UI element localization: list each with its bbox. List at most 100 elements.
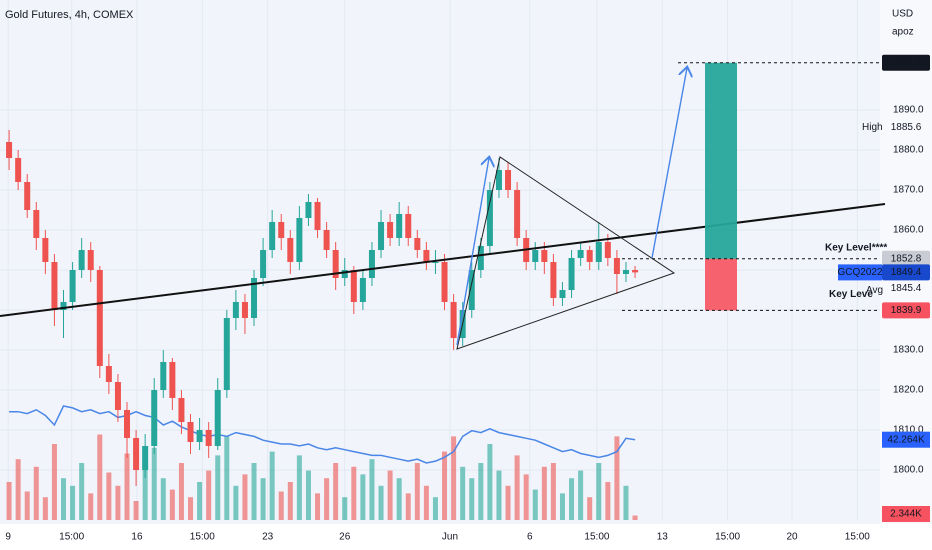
candle-body — [368, 250, 375, 278]
candle-body — [60, 302, 67, 310]
projection-arrow — [651, 68, 687, 259]
volume-bar — [587, 497, 593, 520]
volume-bar — [6, 482, 12, 520]
x-tick-label: 6 — [527, 532, 533, 543]
high-value: 1885.6 — [891, 122, 922, 133]
volume-bar — [505, 485, 511, 520]
candle-body — [495, 170, 502, 190]
y-tick-label: 1880.0 — [893, 145, 924, 156]
trend-line — [0, 203, 886, 317]
candle-body — [613, 258, 620, 274]
x-tick-label: 13 — [657, 532, 669, 543]
target-zone — [705, 62, 737, 259]
candle-body — [414, 238, 421, 250]
stop-tag-bg — [882, 302, 930, 319]
chart-title: Gold Futures, 4h, COMEX — [5, 9, 134, 21]
y-tick-label: 1870.0 — [893, 185, 924, 196]
volume-bar — [61, 478, 67, 520]
key-level-label: Key Leve — [829, 289, 873, 300]
candle-body — [423, 250, 430, 262]
candle-body — [196, 430, 203, 442]
target-tag: 1901.8 — [891, 57, 922, 68]
candle-body — [450, 302, 457, 338]
volume-bar — [305, 470, 311, 520]
volume-bar — [387, 470, 393, 520]
candle-body — [69, 270, 76, 302]
candle-body — [287, 238, 294, 262]
y-tick-label: 1800.0 — [893, 465, 924, 476]
candle-body — [232, 302, 239, 318]
candle-body — [96, 270, 103, 366]
author: apoz — [892, 27, 914, 38]
volume-bar — [233, 485, 239, 520]
candle-layer — [6, 130, 639, 486]
volume-bar — [188, 497, 194, 520]
candle-body — [223, 318, 230, 390]
volume-bar — [287, 482, 293, 520]
overlay: Key Level**** Key Leve 1901.8 1852.8 GCQ2022… — [622, 54, 930, 522]
volume-bar — [88, 493, 94, 520]
candle-body — [251, 278, 258, 318]
volume-bar — [33, 466, 39, 520]
volume-bar — [169, 489, 175, 520]
candle-body — [505, 170, 512, 190]
volume-bar — [333, 463, 339, 520]
volume-bar — [396, 478, 402, 520]
candle-body — [269, 222, 276, 250]
candle-body — [577, 250, 584, 258]
candle-body — [78, 250, 85, 270]
candle-body — [105, 366, 112, 382]
candle-body — [595, 242, 602, 262]
volume-bar — [106, 472, 112, 520]
volume-bar — [178, 463, 184, 520]
volume-bar — [242, 474, 248, 520]
candle-body — [486, 190, 493, 246]
volume-bar — [369, 459, 375, 520]
candle-body — [568, 258, 575, 290]
triangle-pattern — [456, 156, 676, 350]
candle-body — [514, 190, 521, 238]
candle-body — [6, 142, 13, 158]
candle-body — [124, 410, 131, 438]
volume-bar — [432, 497, 438, 520]
x-tick-label: 20 — [786, 532, 798, 543]
x-tick-label: Jun — [442, 532, 458, 543]
candle-body — [314, 202, 321, 230]
volume-bar — [351, 466, 357, 520]
x-tick-label: 15:00 — [845, 532, 870, 543]
volume-bar — [469, 478, 475, 520]
candle-body — [178, 398, 185, 422]
volume-bar — [278, 491, 284, 520]
candle-body — [24, 182, 31, 210]
candle-body — [151, 390, 158, 446]
y-tick-label: 1890.0 — [893, 105, 924, 116]
candle-body — [622, 270, 629, 274]
stop-zone — [705, 258, 737, 311]
volume-bar — [405, 493, 411, 520]
symbol-tag-bg — [838, 264, 882, 281]
candle-body — [114, 382, 121, 410]
candle-body — [260, 250, 267, 278]
volume-bar — [523, 474, 529, 520]
volume-bar — [251, 463, 257, 520]
volume-bar — [296, 455, 302, 520]
candle-body — [405, 214, 412, 238]
candle-body — [604, 242, 611, 258]
volume-tag: 2.344K — [890, 509, 922, 520]
volume-bar — [324, 478, 330, 520]
stop-tag: 1839.9 — [891, 305, 922, 316]
x-tick-label: 9 — [5, 532, 11, 543]
volume-bar — [578, 470, 584, 520]
volume-tag-bg — [882, 506, 930, 522]
grid: 1800.01810.01820.01830.01840.01850.01860… — [0, 0, 924, 543]
candle-body — [305, 202, 312, 218]
volume-bar — [142, 466, 148, 520]
volume-bar — [124, 453, 130, 520]
candle-body — [468, 270, 475, 310]
entry-tag: 1852.8 — [891, 253, 922, 264]
volume-bar — [15, 459, 21, 520]
drawings — [0, 68, 886, 350]
volume-bar — [623, 485, 629, 520]
candle-body — [387, 222, 394, 238]
volume-bar — [596, 463, 602, 520]
